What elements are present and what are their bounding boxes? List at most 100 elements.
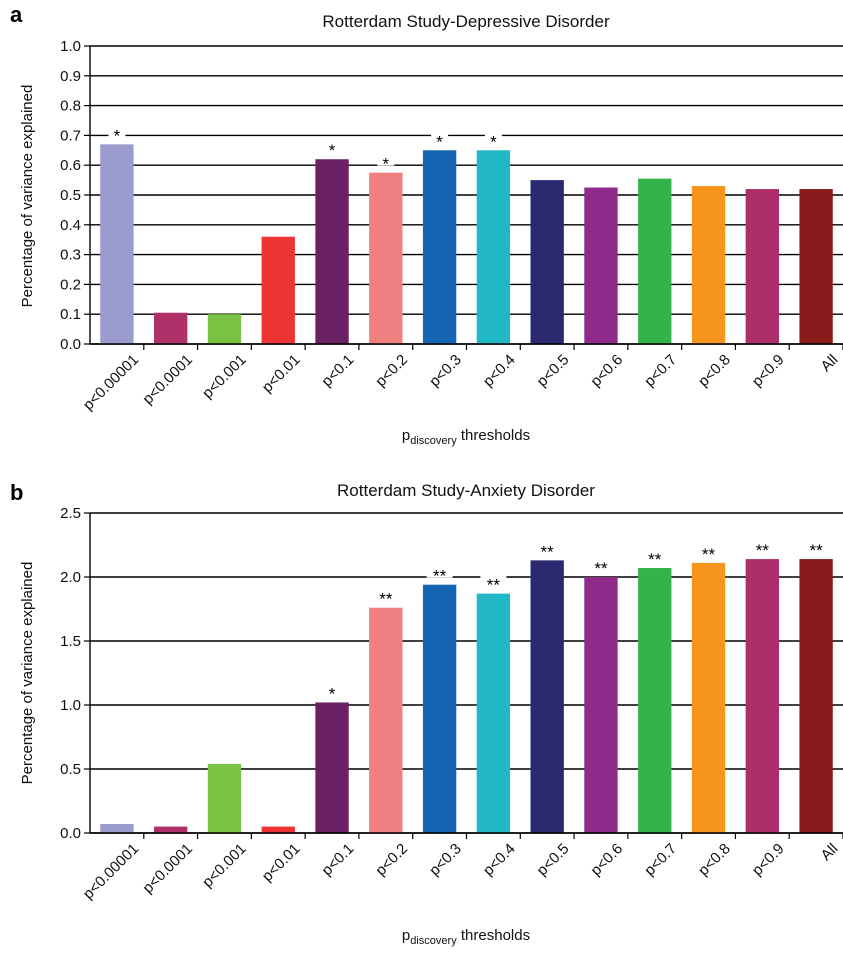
panel-b-x-axis-label-tail: thresholds xyxy=(457,927,530,944)
panel-a-bar xyxy=(207,314,242,344)
panel-b-significance-bg xyxy=(426,563,453,578)
panel-b-significance-label: ** xyxy=(756,541,770,560)
panel-b-x-axis-label-main: p xyxy=(402,927,410,944)
panel-a-x-tick-label: p<0.01 xyxy=(259,351,304,396)
panel-a-bar xyxy=(530,180,564,344)
panel-b-significance-bg xyxy=(372,586,399,601)
panel-a-x-axis-label: pdiscovery thresholds xyxy=(402,427,530,447)
panel-a-x-tick-label: p<0.001 xyxy=(199,351,250,402)
panel-b-letter: b xyxy=(10,480,23,505)
panel-a-bar xyxy=(100,144,134,344)
panel-a-y-tick-label: 0.6 xyxy=(60,157,81,174)
panel-b-y-tick-label: 0.5 xyxy=(60,761,81,778)
panel-a-x-tick-label: All xyxy=(818,351,842,375)
panel-b-x-tick-label: p<0.4 xyxy=(480,840,519,879)
panel-b-x-tick-label: p<0.3 xyxy=(426,840,465,879)
panel-b-significance-bg xyxy=(695,541,722,556)
panel-b-x-tick-label: p<0.7 xyxy=(641,840,680,879)
panel-a-bar xyxy=(691,186,726,344)
panel-a-y-axis-label: Percentage of variance explained xyxy=(19,85,36,308)
panel-b-x-tick-label: p<0.1 xyxy=(318,840,357,879)
panel-a-x-tick-label: p<0.5 xyxy=(534,351,573,390)
panel-b-significance-label: ** xyxy=(433,567,447,586)
panel-b-x-tick-label: All xyxy=(818,840,842,864)
panel-b-bar xyxy=(799,559,833,833)
panel-a-significance-label: * xyxy=(329,141,336,160)
panel-a-significance-label: * xyxy=(114,126,121,145)
panel-b-significance-label: * xyxy=(329,684,336,703)
panel-a-x-axis-label-main: p xyxy=(402,427,410,444)
panel-a-x-tick-label: p<0.7 xyxy=(641,351,680,390)
panel-a-x-axis-label-tail: thresholds xyxy=(457,427,530,444)
panel-b-significance-bg xyxy=(480,572,507,587)
panel-b-significance: ***** ****** ** ** ** ** xyxy=(323,538,830,703)
panel-a-bars xyxy=(100,144,833,344)
panel-b-bar xyxy=(100,824,134,833)
panel-b-axes xyxy=(84,512,843,839)
panel-b-title: Rotterdam Study-Anxiety Disorder xyxy=(337,481,595,500)
panel-a-bar xyxy=(745,189,779,344)
panel-b-x-tick-label: p<0.9 xyxy=(749,840,788,879)
panel-a-bar xyxy=(261,236,295,344)
panel-b-bar xyxy=(584,577,618,833)
panel-a-x-tick-label: p<0.4 xyxy=(480,351,519,390)
panel-b-bars xyxy=(100,559,833,833)
panel-b-x-tick-label: p<0.01 xyxy=(259,840,304,885)
panel-a-x-tick-label: p<0.0001 xyxy=(139,351,196,408)
panel-b-significance-bg xyxy=(587,556,614,570)
panel-a-significance-bg xyxy=(484,129,502,144)
panel-a-letter: a xyxy=(10,2,23,27)
panel-a-significance-bg xyxy=(323,138,341,153)
panel-a-significance-bg xyxy=(108,123,126,138)
panel-b-x-tick-label: p<0.5 xyxy=(534,840,573,879)
panel-b-bar xyxy=(638,568,672,833)
panel-b-significance-bg xyxy=(803,538,830,553)
panel-b-x-tick-label: p<0.0001 xyxy=(139,840,196,897)
panel-a-bar xyxy=(422,150,457,344)
panel-a-significance-label: * xyxy=(383,155,390,174)
panel-b-significance-label: ** xyxy=(809,541,823,560)
panel-b: b Rotterdam Study-Anxiety Disorder *****… xyxy=(10,480,843,947)
panel-a-y-tick-label: 0.4 xyxy=(60,217,81,234)
panel-a-grid xyxy=(90,45,843,345)
panel-b-significance-label: ** xyxy=(379,590,393,609)
panel-b-significance-label: ** xyxy=(648,550,662,569)
panel-b-significance-label: ** xyxy=(487,576,501,595)
panel-b-significance-bg xyxy=(323,681,341,696)
panel-b-bar xyxy=(476,593,511,833)
panel-b-y-axis-label: Percentage of variance explained xyxy=(19,562,36,785)
panel-a-title: Rotterdam Study-Depressive Disorder xyxy=(322,12,610,31)
panel-b-y-tick-label: 1.5 xyxy=(60,633,81,650)
panel-b-bar xyxy=(530,560,564,833)
panel-a-bar xyxy=(154,312,188,344)
panel-b-significance-bg xyxy=(641,547,668,562)
panel-b-bar xyxy=(691,562,726,833)
panel-a-significance-bg xyxy=(377,151,395,166)
panel-a-x-tick-label: p<0.9 xyxy=(749,351,788,390)
panel-a-x-axis-label-sub: discovery xyxy=(410,435,457,447)
panel-b-x-axis-label: pdiscovery thresholds xyxy=(402,927,530,947)
panel-b-significance-bg xyxy=(534,539,561,554)
panel-a-y-tick-label: 0.8 xyxy=(60,98,81,115)
panel-a-x-tick-label: p<0.2 xyxy=(372,351,411,390)
panel-b-x-tick-label: p<0.6 xyxy=(587,840,626,879)
panel-a-y-ticks: 0.0 0.1 0.2 0.3 0.4 0.5 0.6 0.7 0.8 0.9 1.0 xyxy=(60,38,81,353)
panel-a-significance-label: * xyxy=(490,132,497,151)
panel-b-x-axis-label-sub: discovery xyxy=(410,935,457,947)
panel-b-y-tick-label: 2.5 xyxy=(60,505,81,522)
panel-b-significance-bg xyxy=(749,538,776,553)
panel-a-x-tick-label: p<0.1 xyxy=(318,351,357,390)
panel-a-significance: * * * * * xyxy=(108,123,502,174)
panel-a-y-tick-label: 0.1 xyxy=(60,306,81,323)
panel-b-significance-label: ** xyxy=(702,545,716,564)
panel-a-y-tick-label: 0.0 xyxy=(60,336,81,353)
panel-b-significance-label: ** xyxy=(541,542,555,561)
panel-b-bar xyxy=(745,559,779,833)
panel-a-y-tick-label: 0.5 xyxy=(60,187,81,204)
panel-a-x-tick-label: p<0.3 xyxy=(426,351,465,390)
panel-b-x-tick-label: p<0.00001 xyxy=(80,840,142,902)
panel-a-x-tick-label: p<0.8 xyxy=(695,351,734,390)
